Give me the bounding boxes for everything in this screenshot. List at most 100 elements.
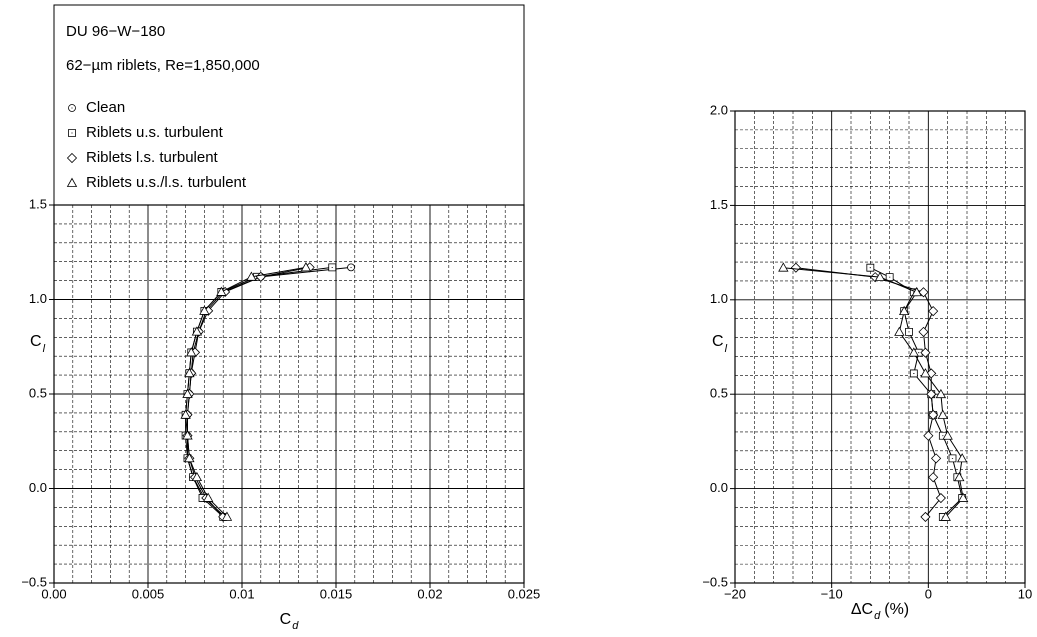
y-tick-label: 0.5 — [710, 386, 728, 401]
x-axis-label-sub: d — [292, 620, 299, 632]
y-axis-label-sub: l — [725, 343, 728, 355]
data-point — [216, 286, 227, 296]
x-tick-label: 0 — [925, 586, 932, 601]
chart-subtitle: 62−µm riblets, Re=1,850,000 — [66, 57, 260, 74]
data-point — [928, 306, 939, 317]
data-point — [184, 367, 195, 378]
data-point — [182, 388, 193, 398]
data-point — [928, 472, 939, 483]
data-point — [909, 369, 918, 378]
data-point — [246, 271, 257, 281]
y-axis-label: Cl — [30, 333, 46, 355]
data-point — [180, 409, 191, 419]
data-point — [874, 271, 886, 282]
series-line — [870, 267, 963, 518]
series-line — [186, 266, 352, 518]
series-line — [783, 267, 964, 518]
data-point — [186, 347, 197, 357]
y-tick-label: 2.0 — [710, 102, 728, 117]
data-point — [918, 326, 929, 337]
data-point — [199, 305, 210, 315]
data-point — [926, 389, 937, 400]
data-point — [866, 263, 875, 272]
data-point — [221, 511, 233, 521]
data-point — [940, 511, 951, 521]
data-point — [948, 454, 957, 463]
x-axis-label-sub: d — [874, 610, 881, 622]
y-axis-label-main: C — [712, 333, 724, 350]
data-point — [923, 430, 934, 441]
y-tick-label: −0.5 — [21, 574, 47, 589]
data-point — [918, 287, 929, 298]
legend-label: Riblets u.s./l.s. turbulent — [86, 174, 247, 191]
legend-label: Riblets l.s. turbulent — [86, 149, 219, 166]
x-axis-label: ΔCd (%) — [851, 601, 909, 622]
data-point — [920, 368, 931, 378]
x-axis-label-unit: (%) — [884, 601, 909, 618]
x-axis-label: Cd — [280, 611, 300, 632]
data-point — [956, 453, 968, 463]
data-point — [935, 388, 947, 399]
data-point — [778, 262, 789, 272]
data-point — [300, 262, 312, 272]
data-point — [935, 492, 946, 504]
data-point — [931, 453, 942, 464]
x-tick-label: 10 — [1018, 586, 1032, 601]
y-tick-label: 0.0 — [710, 480, 728, 495]
data-point — [182, 430, 193, 440]
legend-label: Clean — [86, 99, 125, 116]
data-point — [957, 492, 969, 502]
x-tick-label: 0.015 — [320, 586, 353, 601]
x-tick-label: −10 — [821, 586, 843, 601]
series-line — [795, 267, 942, 518]
data-point — [908, 347, 920, 357]
data-point — [790, 262, 801, 273]
y-tick-label: 1.5 — [710, 197, 728, 212]
data-point — [954, 471, 965, 482]
y-tick-label: 1.0 — [710, 291, 728, 306]
plot-frame — [53, 204, 525, 584]
data-point — [328, 263, 337, 272]
chart-title: DU 96−W−180 — [66, 23, 165, 40]
legend-marker — [68, 129, 76, 137]
x-axis-label-main: ΔC — [851, 601, 873, 618]
y-axis-label-main: C — [30, 333, 42, 350]
x-tick-label: 0.005 — [132, 586, 165, 601]
data-point — [885, 273, 894, 282]
y-tick-label: 1.0 — [29, 291, 47, 306]
data-point — [347, 263, 355, 272]
legend-marker — [66, 177, 78, 187]
series-line — [185, 266, 333, 518]
x-tick-label: 0.00 — [41, 586, 66, 601]
x-tick-label: 0.02 — [417, 586, 442, 601]
data-point — [926, 368, 937, 379]
data-point — [202, 492, 214, 502]
data-point — [191, 326, 203, 336]
data-point — [184, 452, 195, 463]
data-point — [920, 347, 931, 358]
data-point — [928, 409, 939, 421]
y-tick-label: 1.5 — [29, 196, 47, 211]
data-point — [191, 471, 203, 482]
y-tick-label: 0.5 — [29, 385, 47, 400]
y-axis-label-sub: l — [43, 343, 46, 355]
legend-marker — [66, 152, 78, 164]
data-point — [920, 511, 931, 522]
data-point — [898, 305, 910, 316]
series-line — [186, 266, 310, 518]
y-tick-label: −0.5 — [702, 574, 728, 589]
data-point — [905, 327, 913, 336]
data-point — [942, 430, 953, 440]
x-tick-label: −20 — [724, 586, 746, 601]
plot-frame — [734, 110, 1026, 584]
legend-marker — [68, 104, 76, 112]
data-point — [894, 326, 905, 336]
legend-label: Riblets u.s. turbulent — [86, 124, 224, 141]
x-tick-label: 0.01 — [229, 586, 254, 601]
data-point — [937, 409, 949, 419]
y-tick-label: 0.0 — [29, 480, 47, 495]
y-axis-label: Cl — [712, 333, 728, 355]
x-tick-label: 0.025 — [508, 586, 541, 601]
series-line — [185, 266, 307, 518]
